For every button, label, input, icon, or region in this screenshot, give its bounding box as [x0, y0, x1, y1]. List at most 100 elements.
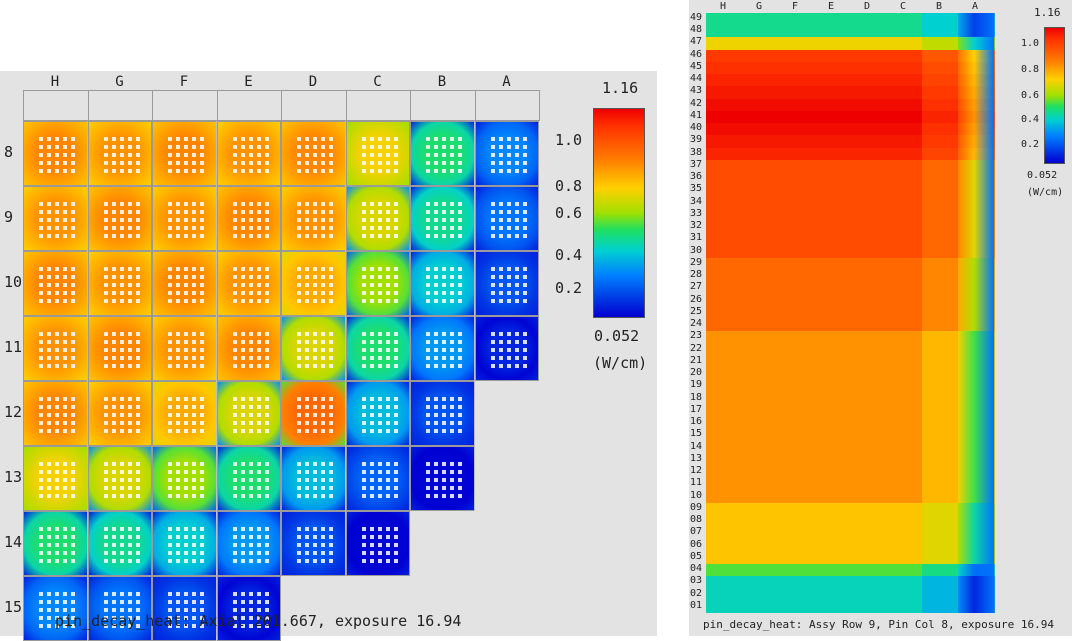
- axial-cell-A-03: [958, 576, 995, 589]
- pin-marker: [135, 291, 140, 295]
- pin-marker: [240, 137, 245, 141]
- pin-marker: [63, 161, 67, 165]
- axial-cell-F-34: [778, 196, 815, 210]
- axial-cell-C-31: [886, 233, 923, 247]
- pin-marker: [39, 218, 43, 222]
- axial-cell-F-43: [778, 86, 815, 100]
- pin-marker: [47, 592, 51, 596]
- pin-marker: [321, 559, 325, 563]
- pin-marker: [321, 226, 325, 230]
- pin-marker: [248, 624, 253, 628]
- assembly-A8: [474, 121, 539, 186]
- pin-marker: [264, 616, 269, 620]
- pin-marker: [329, 275, 333, 279]
- pin-marker: [297, 527, 301, 531]
- assembly-C13: [345, 446, 410, 511]
- pin-marker: [176, 600, 180, 604]
- pin-marker: [119, 551, 124, 555]
- pin-marker: [103, 543, 108, 547]
- pin-marker: [377, 210, 382, 214]
- pin-marker: [256, 397, 261, 401]
- axial-cell-G-27: [742, 282, 779, 296]
- axial-cell-F-38: [778, 147, 815, 161]
- pin-marker: [119, 397, 124, 401]
- pin-marker: [55, 486, 59, 490]
- pin-marker: [192, 592, 196, 596]
- pin-marker: [329, 161, 333, 165]
- pin-marker: [256, 543, 261, 547]
- pin-marker: [329, 535, 333, 539]
- pin-marker: [232, 608, 237, 612]
- axial-cell-D-39: [850, 135, 887, 149]
- pin-marker: [329, 202, 333, 206]
- pin-marker: [192, 161, 196, 165]
- pin-marker: [240, 535, 245, 539]
- pin-marker: [434, 299, 438, 303]
- pin-marker: [385, 486, 390, 490]
- axial-cell-E-17: [814, 404, 851, 418]
- pin-marker: [240, 559, 245, 563]
- assembly-A10: [474, 251, 539, 316]
- pin-marker: [377, 413, 382, 417]
- assembly-F11: [152, 316, 217, 381]
- axial-cell-B-35: [922, 184, 959, 198]
- pin-marker: [385, 397, 390, 401]
- pin-marker: [369, 405, 374, 409]
- pin-marker: [192, 291, 196, 295]
- pin-marker: [192, 616, 196, 620]
- pin-marker: [377, 470, 382, 474]
- pin-marker: [490, 153, 495, 157]
- axial-cell-A-15: [958, 429, 995, 443]
- pin-marker: [200, 340, 204, 344]
- pin-marker: [127, 462, 132, 466]
- pin-marker: [184, 470, 188, 474]
- pin-marker: [119, 624, 124, 628]
- pin-marker: [434, 137, 438, 141]
- pin-marker: [458, 291, 462, 295]
- pin-marker: [498, 145, 503, 149]
- pin-marker: [119, 137, 124, 141]
- pin-marker: [450, 145, 454, 149]
- pin-marker: [458, 283, 462, 287]
- pin-marker: [119, 592, 124, 596]
- pin-marker: [377, 275, 382, 279]
- axial-cell-A-34: [958, 196, 995, 210]
- pin-marker: [71, 210, 75, 214]
- pin-marker: [168, 421, 172, 425]
- axial-cell-D-42: [850, 98, 887, 112]
- pin-marker: [232, 291, 237, 295]
- axial-cell-E-03: [814, 576, 851, 589]
- axial-row-label-20: 20: [690, 367, 703, 379]
- pin-marker: [55, 429, 59, 433]
- pin-marker: [71, 624, 75, 628]
- pin-marker: [377, 559, 382, 563]
- pin-marker: [490, 332, 495, 336]
- axial-cell-H-30: [706, 245, 743, 259]
- axial-row-label-46: 46: [690, 48, 703, 60]
- axial-cell-H-29: [706, 257, 743, 271]
- pin-marker: [393, 364, 398, 368]
- pin-marker: [192, 405, 196, 409]
- axial-cell-H-11: [706, 478, 743, 492]
- pin-marker: [55, 470, 59, 474]
- pin-marker: [426, 421, 430, 425]
- pin-marker: [305, 527, 309, 531]
- pin-marker: [393, 226, 398, 230]
- axial-cell-A-38: [958, 147, 995, 161]
- pin-marker: [450, 283, 454, 287]
- pin-marker: [232, 202, 237, 206]
- pin-marker: [426, 397, 430, 401]
- pin-marker: [248, 275, 253, 279]
- pin-marker: [103, 332, 108, 336]
- axial-row-label-32: 32: [690, 220, 703, 232]
- legend-tick-label: 0.4: [555, 246, 583, 264]
- pin-marker: [55, 234, 59, 238]
- pin-marker: [39, 283, 43, 287]
- pin-marker: [39, 397, 43, 401]
- axial-row-label-41: 41: [690, 109, 703, 121]
- axial-row-label-03: 03: [690, 575, 703, 587]
- pin-marker: [393, 275, 398, 279]
- axial-cell-F-18: [778, 392, 815, 406]
- pin-marker: [321, 478, 325, 482]
- pin-marker: [111, 356, 116, 360]
